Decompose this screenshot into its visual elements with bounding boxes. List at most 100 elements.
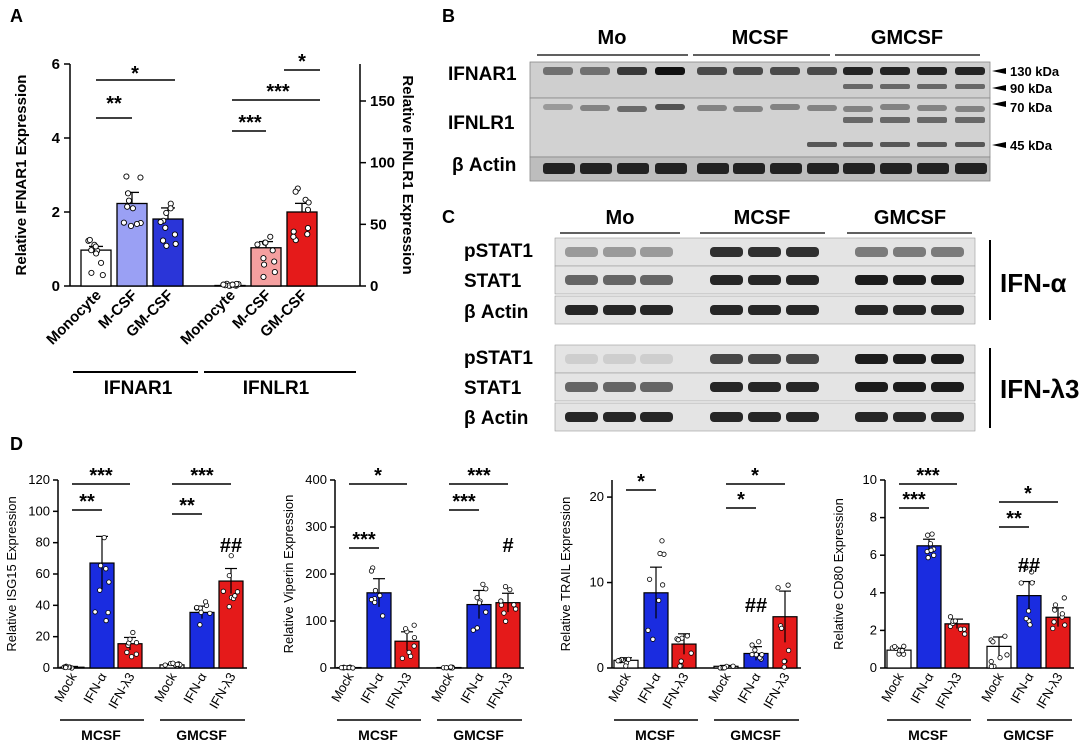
y-tick-label: 300 — [305, 519, 327, 534]
blot-band — [770, 163, 802, 174]
blot-band — [617, 106, 647, 112]
data-point — [778, 625, 785, 631]
blot-band — [786, 382, 819, 392]
data-point — [167, 205, 174, 212]
data-point — [399, 655, 405, 661]
data-point — [1029, 580, 1035, 586]
data-point — [957, 626, 964, 632]
data-point — [226, 572, 232, 579]
blot-band — [603, 412, 636, 422]
y-tick-label: 10 — [863, 472, 877, 487]
sig-label: *** — [190, 465, 214, 487]
data-point — [304, 206, 312, 213]
blot-row-label: β Actin — [464, 302, 528, 323]
data-point — [120, 219, 127, 226]
panel-b: B Mo MCSF GMCSF IFNAR1 IFNLR1 β Actin 130 kDa 90… — [442, 6, 1060, 182]
y2-tick-label: 0 — [370, 278, 378, 295]
blot-band — [931, 412, 964, 422]
data-point — [756, 639, 762, 645]
blot-row-label: β Actin — [452, 155, 516, 176]
data-point — [101, 535, 107, 541]
blot-row-label: pSTAT1 — [464, 241, 533, 262]
panel-label: B — [442, 6, 455, 26]
blot-band — [640, 412, 673, 422]
data-point — [962, 631, 968, 637]
y-axis-title: Relative IFNAR1 Expression — [13, 75, 30, 276]
data-point — [749, 651, 755, 658]
data-point — [688, 650, 694, 656]
bar — [116, 202, 148, 287]
y-axis-title: Relative Viperin Expression — [281, 495, 296, 654]
data-point — [615, 658, 621, 664]
data-point — [513, 606, 519, 612]
blot-band — [640, 247, 673, 257]
group-label: IFNLR1 — [243, 378, 310, 399]
blot-band — [807, 105, 837, 111]
data-point — [124, 203, 131, 210]
treatment-label: IFN-α — [1000, 268, 1067, 298]
blot-band — [855, 275, 888, 285]
bar — [944, 623, 970, 669]
group-label: MCSF — [358, 727, 398, 743]
data-point — [925, 555, 931, 561]
blot-band — [655, 104, 685, 110]
y-tick-label: 4 — [52, 130, 61, 147]
blot-band — [917, 163, 949, 174]
y2-axis-title: Relative IFNLR1 Expression — [399, 75, 416, 274]
blot-band — [931, 247, 964, 257]
marker-label: 45 kDa — [1010, 138, 1053, 153]
blot-band — [843, 67, 873, 75]
x-tick-label: IFN-λ3 — [1033, 670, 1065, 711]
data-point — [1050, 625, 1056, 632]
y-tick-label: 6 — [52, 56, 60, 73]
y2-tick-label: 150 — [370, 93, 395, 110]
group-label: GMCSF — [730, 727, 781, 743]
data-point — [133, 640, 140, 646]
blot-band — [893, 305, 926, 315]
blot-band — [917, 84, 947, 89]
blot-band — [748, 275, 781, 285]
sig-label: * — [298, 51, 306, 73]
blot-band — [917, 105, 947, 111]
data-point — [1023, 565, 1029, 571]
group-label: GMCSF — [1003, 727, 1054, 743]
blot-band — [880, 117, 910, 123]
y-tick-label: 200 — [305, 566, 327, 581]
sig-label: * — [737, 489, 745, 511]
data-point — [1059, 611, 1065, 617]
data-point — [411, 634, 418, 641]
x-tick-label: IFN-α — [80, 670, 110, 706]
lane-group-label: GMCSF — [874, 207, 946, 229]
data-point — [931, 552, 937, 558]
data-point — [483, 586, 489, 592]
blot-band — [807, 142, 837, 147]
blot-band — [710, 354, 743, 364]
marker-arrow — [992, 68, 1006, 74]
data-point — [103, 566, 109, 572]
data-point — [162, 224, 169, 231]
x-tick-label: IFN-λ3 — [659, 670, 691, 711]
blot-band — [640, 275, 673, 285]
sig-label: * — [751, 465, 759, 487]
data-point — [125, 190, 132, 197]
data-point — [1004, 652, 1010, 658]
bar — [286, 211, 318, 287]
data-point — [645, 627, 651, 633]
blot-band — [603, 305, 636, 315]
bar — [218, 580, 244, 669]
blot-band — [565, 382, 598, 392]
bar — [189, 611, 215, 669]
data-point — [98, 563, 104, 569]
data-point — [474, 625, 480, 631]
blot-band — [565, 247, 598, 257]
blot-band — [843, 84, 873, 89]
data-point — [1018, 580, 1024, 586]
blot-band — [955, 142, 985, 147]
sig-label: * — [131, 63, 139, 85]
data-point — [781, 658, 787, 665]
x-tick-label: IFN-α — [457, 670, 487, 706]
data-point — [402, 626, 409, 632]
data-point — [503, 618, 509, 624]
